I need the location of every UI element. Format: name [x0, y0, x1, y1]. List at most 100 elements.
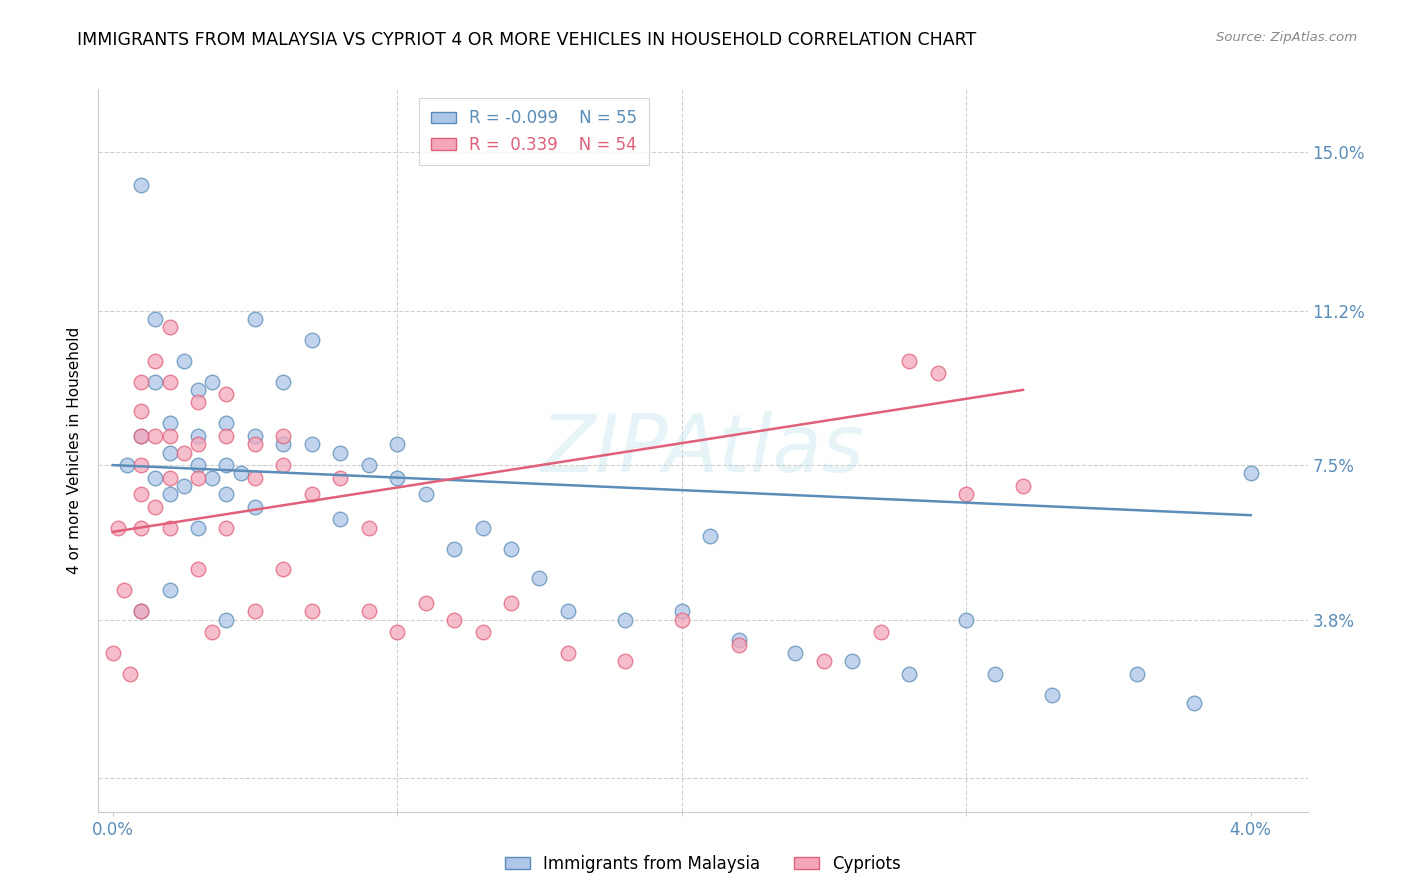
Point: [173, 445, 195, 459]
Point: [273, 437, 295, 451]
Point: [471, 521, 494, 535]
Point: [329, 445, 352, 459]
Point: [243, 470, 266, 484]
Point: [301, 437, 323, 451]
Point: [143, 375, 166, 389]
Point: [112, 583, 135, 598]
Point: [357, 458, 380, 472]
Point: [499, 596, 522, 610]
Point: [301, 604, 323, 618]
Point: [187, 521, 209, 535]
Point: [159, 320, 181, 334]
Point: [1182, 696, 1205, 710]
Point: [159, 417, 181, 431]
Point: [385, 625, 408, 640]
Point: [215, 458, 238, 472]
Point: [129, 604, 152, 618]
Point: [201, 470, 224, 484]
Point: [955, 613, 977, 627]
Point: [243, 429, 266, 443]
Point: [173, 479, 195, 493]
Point: [129, 178, 152, 193]
Point: [613, 613, 636, 627]
Text: Source: ZipAtlas.com: Source: ZipAtlas.com: [1216, 31, 1357, 45]
Point: [357, 521, 380, 535]
Point: [159, 470, 181, 484]
Point: [841, 654, 863, 668]
Point: [118, 666, 141, 681]
Point: [107, 521, 129, 535]
Point: [273, 562, 295, 576]
Point: [173, 353, 195, 368]
Text: IMMIGRANTS FROM MALAYSIA VS CYPRIOT 4 OR MORE VEHICLES IN HOUSEHOLD CORRELATION : IMMIGRANTS FROM MALAYSIA VS CYPRIOT 4 OR…: [77, 31, 977, 49]
Point: [273, 458, 295, 472]
Point: [983, 666, 1005, 681]
Point: [129, 404, 152, 418]
Point: [159, 487, 181, 501]
Point: [187, 437, 209, 451]
Point: [243, 500, 266, 514]
Y-axis label: 4 or more Vehicles in Household: 4 or more Vehicles in Household: [67, 326, 83, 574]
Legend: R = -0.099    N = 55, R =  0.339    N = 54: R = -0.099 N = 55, R = 0.339 N = 54: [419, 97, 648, 165]
Point: [1126, 666, 1149, 681]
Point: [273, 375, 295, 389]
Point: [813, 654, 835, 668]
Point: [385, 437, 408, 451]
Point: [443, 541, 465, 556]
Point: [243, 437, 266, 451]
Point: [869, 625, 891, 640]
Point: [727, 638, 749, 652]
Point: [229, 467, 252, 481]
Point: [1040, 688, 1063, 702]
Point: [955, 487, 977, 501]
Point: [243, 312, 266, 326]
Point: [898, 353, 921, 368]
Point: [385, 470, 408, 484]
Point: [187, 458, 209, 472]
Point: [143, 470, 166, 484]
Point: [927, 366, 949, 380]
Point: [613, 654, 636, 668]
Point: [159, 375, 181, 389]
Point: [159, 445, 181, 459]
Point: [143, 500, 166, 514]
Point: [471, 625, 494, 640]
Point: [159, 429, 181, 443]
Point: [129, 521, 152, 535]
Point: [1240, 467, 1263, 481]
Point: [129, 429, 152, 443]
Point: [671, 604, 693, 618]
Point: [357, 604, 380, 618]
Point: [201, 625, 224, 640]
Point: [201, 375, 224, 389]
Point: [143, 312, 166, 326]
Point: [129, 429, 152, 443]
Point: [215, 521, 238, 535]
Point: [187, 470, 209, 484]
Point: [898, 666, 921, 681]
Point: [187, 562, 209, 576]
Point: [143, 353, 166, 368]
Point: [1012, 479, 1035, 493]
Point: [243, 604, 266, 618]
Point: [727, 633, 749, 648]
Point: [329, 470, 352, 484]
Point: [671, 613, 693, 627]
Point: [415, 487, 437, 501]
Point: [301, 487, 323, 501]
Point: [101, 646, 124, 660]
Point: [557, 646, 579, 660]
Point: [187, 429, 209, 443]
Point: [129, 487, 152, 501]
Point: [785, 646, 807, 660]
Point: [159, 583, 181, 598]
Point: [129, 458, 152, 472]
Point: [129, 604, 152, 618]
Point: [215, 429, 238, 443]
Point: [187, 395, 209, 409]
Point: [329, 512, 352, 526]
Point: [499, 541, 522, 556]
Point: [129, 375, 152, 389]
Point: [443, 613, 465, 627]
Point: [415, 596, 437, 610]
